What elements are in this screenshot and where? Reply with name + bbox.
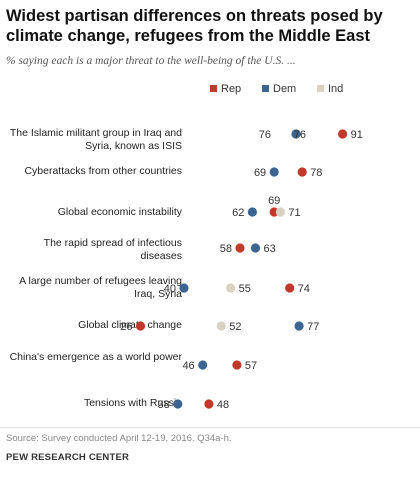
value-label-row-5-1: 40 — [164, 283, 176, 295]
legend-swatch-dem — [262, 85, 269, 92]
row-label-infectious-diseases: The rapid spread of infectious diseases — [43, 237, 182, 262]
value-label-row-7-2: 57 — [245, 360, 257, 372]
legend-item-ind: Ind — [317, 83, 343, 95]
dot-rep-row-5 — [285, 283, 295, 293]
value-label-row-6-2: 52 — [229, 321, 241, 333]
legend-label-dem: Dem — [273, 83, 297, 95]
value-label-row-3-1: 62 — [232, 207, 244, 219]
row-label-economic-instability: Global economic instability — [57, 206, 182, 218]
dot-dem-row-1 — [291, 129, 301, 139]
row-label-refugees: A large number of refugees leaving Iraq,… — [19, 275, 182, 300]
row-label-russia: Tensions with Russia — [83, 397, 182, 409]
dot-ind-row-6 — [216, 321, 226, 331]
legend-label-ind: Ind — [328, 83, 344, 95]
value-label-row-5-2: 55 — [239, 283, 251, 295]
credit-line: PEW RESEARCH CENTER — [6, 452, 130, 463]
dot-dem-row-3 — [247, 207, 257, 217]
value-label-row-6-1: 26 — [120, 321, 132, 333]
row-label-cyberattacks: Cyberattacks from other countries — [24, 165, 182, 177]
dot-rep-row-6 — [135, 321, 146, 331]
dot-ind-row-3 — [275, 207, 285, 217]
value-label-row-2-2: 78 — [310, 167, 322, 179]
value-label-row-6-3: 77 — [307, 321, 319, 333]
chart-subtitle: % saying each is a major threat to the w… — [6, 55, 296, 67]
row-label-climate-change: Global climate change — [78, 319, 182, 331]
value-label-row-4-1: 58 — [220, 243, 232, 255]
legend-label-rep: Rep — [221, 83, 242, 95]
value-label-row-4-2: 63 — [264, 243, 276, 255]
chart-title: Widest partisan differences on threats p… — [6, 7, 383, 45]
dot-dem-row-2 — [269, 167, 279, 177]
dot-rep-row-8 — [204, 399, 214, 409]
legend: Rep Dem Ind — [0, 83, 420, 99]
value-label-row-5-3: 74 — [298, 283, 310, 295]
value-label-row-3-2: 69 — [268, 195, 280, 207]
value-label-row-2-1: 69 — [254, 167, 266, 179]
dot-dem-row-4 — [250, 243, 261, 253]
legend-swatch-ind — [317, 85, 324, 92]
value-label-row-1-2: 76 — [294, 129, 306, 141]
dot-dem-row-7 — [198, 360, 208, 370]
legend-swatch-rep — [210, 85, 217, 92]
row-label-isis: The Islamic militant group in Iraq and S… — [9, 127, 182, 152]
value-label-row-8-1: 38 — [158, 399, 170, 411]
footer-divider — [0, 427, 420, 428]
dot-dem-row-6 — [294, 321, 304, 331]
legend-item-dem: Dem — [262, 83, 296, 95]
dot-rep-row-2 — [297, 167, 307, 177]
legend-item-rep: Rep — [210, 83, 241, 95]
dot-rep-row-7 — [232, 360, 242, 370]
value-label-row-8-2: 48 — [217, 399, 229, 411]
value-label-row-1-3: 91 — [351, 129, 363, 141]
dot-ind-row-5 — [226, 283, 236, 293]
dot-dem-row-8 — [173, 399, 183, 409]
value-label-row-3-3: 71 — [288, 207, 300, 219]
dot-rep-row-1 — [338, 129, 348, 139]
source-note: Source: Survey conducted April 12-19, 20… — [6, 433, 232, 444]
value-label-row-7-1: 46 — [182, 360, 194, 372]
dot-dem-row-5 — [179, 283, 189, 293]
value-label-row-1-1: 76 — [259, 129, 271, 141]
dot-rep-row-4 — [235, 243, 245, 253]
row-label-china: China's emergence as a world power — [9, 351, 182, 363]
